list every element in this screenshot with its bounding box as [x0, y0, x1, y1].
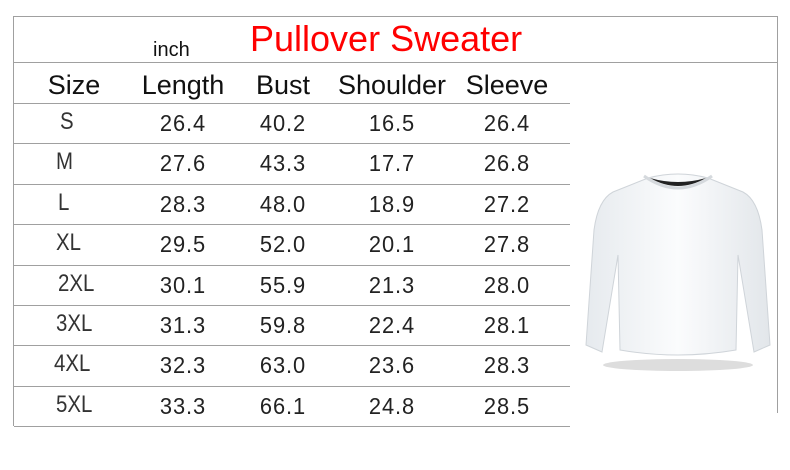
- title-divider: [13, 62, 778, 63]
- row-divider: [14, 385, 570, 387]
- row-divider: [14, 264, 570, 266]
- length-cell: 28.3: [159, 190, 207, 217]
- shoulder-cell: 16.5: [368, 110, 416, 136]
- bust-cell: 59.8: [259, 312, 307, 338]
- shoulder-cell: 18.9: [368, 190, 416, 217]
- header-shoulder: Shoulder: [337, 70, 447, 100]
- sleeve-cell: 26.8: [483, 150, 531, 177]
- table-row: 2XL 30.1 55.9 21.3 28.0: [14, 265, 570, 305]
- header-size: Size: [47, 70, 101, 100]
- sweater-image: [585, 173, 771, 371]
- bust-cell: 52.0: [259, 231, 307, 258]
- size-cell: 2XL: [58, 269, 95, 297]
- sleeve-cell: 27.8: [483, 231, 531, 258]
- table-row: M 27.6 43.3 17.7 26.8: [14, 143, 570, 183]
- bust-cell: 55.9: [259, 271, 307, 298]
- bust-cell: 43.3: [259, 150, 307, 177]
- size-cell: M: [56, 148, 73, 176]
- row-divider: [14, 224, 570, 226]
- sleeve-cell: 28.0: [483, 271, 531, 298]
- frame-top: [13, 16, 778, 17]
- length-cell: 29.5: [159, 231, 207, 258]
- length-cell: 31.3: [159, 312, 207, 338]
- size-cell: XL: [56, 229, 81, 257]
- sleeve-cell: 26.4: [483, 110, 531, 136]
- header-sleeve: Sleeve: [465, 70, 549, 100]
- size-cell: S: [60, 108, 74, 135]
- length-cell: 32.3: [159, 352, 207, 379]
- sleeve-cell: 28.3: [483, 352, 531, 379]
- unit-label: inch: [153, 39, 190, 61]
- chart-title: Pullover Sweater: [250, 18, 523, 59]
- row-divider: [14, 426, 570, 428]
- frame-left: [13, 16, 14, 426]
- row-divider: [14, 345, 570, 347]
- header-length: Length: [141, 70, 225, 100]
- length-cell: 33.3: [159, 392, 207, 419]
- sleeve-cell: 27.2: [483, 190, 531, 217]
- shoulder-cell: 23.6: [368, 352, 416, 379]
- header-bust: Bust: [255, 70, 311, 100]
- table-row: 3XL 31.3 59.8 22.4 28.1: [14, 305, 570, 345]
- bust-cell: 66.1: [259, 392, 307, 419]
- length-cell: 26.4: [159, 110, 207, 136]
- table-row: 5XL 33.3 66.1 24.8 28.5: [14, 386, 570, 426]
- row-divider: [14, 143, 570, 145]
- table-row: S 26.4 40.2 16.5 26.4: [14, 103, 570, 143]
- sleeve-cell: 28.5: [483, 392, 531, 419]
- row-divider: [14, 183, 570, 185]
- size-cell: 3XL: [56, 310, 93, 337]
- shoulder-cell: 17.7: [368, 150, 416, 177]
- row-divider: [14, 103, 570, 104]
- shoulder-cell: 24.8: [368, 392, 416, 419]
- bust-cell: 63.0: [259, 352, 307, 379]
- table-row: 4XL 32.3 63.0 23.6 28.3: [14, 345, 570, 385]
- frame-right: [777, 16, 778, 413]
- shoulder-cell: 20.1: [368, 231, 416, 258]
- table-row: L 28.3 48.0 18.9 27.2: [14, 184, 570, 224]
- shoulder-cell: 21.3: [368, 271, 416, 298]
- sleeve-cell: 28.1: [483, 312, 531, 338]
- length-cell: 30.1: [159, 271, 207, 298]
- shoulder-cell: 22.4: [368, 312, 416, 338]
- table-row: XL 29.5 52.0 20.1 27.8: [14, 224, 570, 264]
- length-cell: 27.6: [159, 150, 207, 177]
- bust-cell: 48.0: [259, 190, 307, 217]
- size-cell: L: [58, 188, 70, 216]
- size-cell: 5XL: [56, 390, 93, 418]
- size-cell: 4XL: [54, 350, 91, 378]
- row-divider: [14, 305, 570, 306]
- bust-cell: 40.2: [259, 110, 307, 136]
